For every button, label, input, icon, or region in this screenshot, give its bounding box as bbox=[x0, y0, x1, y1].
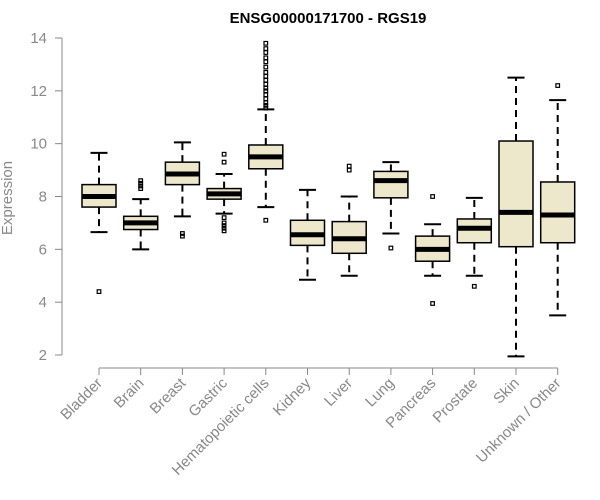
x-tick-label: Bladder bbox=[57, 375, 106, 424]
y-axis: 2 4 6 8 10 12 14 bbox=[30, 30, 63, 364]
outlier-point bbox=[471, 283, 477, 289]
box-breast bbox=[164, 141, 201, 239]
outlier-point bbox=[221, 225, 227, 231]
box-body bbox=[373, 170, 409, 199]
outlier-point bbox=[263, 100, 269, 106]
outlier-point bbox=[221, 223, 227, 228]
outlier-point bbox=[263, 40, 269, 46]
outlier-point bbox=[138, 180, 144, 186]
outlier-point bbox=[346, 167, 352, 173]
outlier-point bbox=[263, 64, 269, 70]
box-gastric bbox=[206, 151, 242, 234]
y-tick-label: 2 bbox=[39, 347, 47, 364]
outlier-point bbox=[96, 289, 102, 294]
y-tick-label: 14 bbox=[30, 30, 47, 47]
box-body bbox=[498, 140, 534, 248]
y-tick-label: 12 bbox=[30, 83, 47, 100]
outlier-point bbox=[221, 159, 227, 165]
box-brain bbox=[122, 178, 159, 251]
outlier-point bbox=[263, 73, 269, 79]
x-tick-label: Brain bbox=[111, 375, 148, 412]
outlier-point bbox=[221, 215, 227, 221]
outlier-point bbox=[221, 151, 227, 157]
outlier-point bbox=[138, 183, 144, 189]
box-body bbox=[539, 181, 576, 244]
chart-title: ENSG00000171700 - RGS19 bbox=[230, 10, 427, 27]
box-body bbox=[456, 218, 493, 244]
outlier-point bbox=[430, 194, 435, 199]
y-tick-label: 6 bbox=[39, 241, 47, 258]
y-tick-label: 8 bbox=[39, 189, 47, 206]
outlier-point bbox=[180, 233, 185, 239]
outlier-point bbox=[263, 46, 269, 51]
box-liver bbox=[331, 163, 367, 277]
outlier-point bbox=[555, 83, 561, 88]
plot-area bbox=[81, 40, 576, 358]
outlier-point bbox=[138, 178, 144, 184]
outlier-point bbox=[263, 92, 269, 98]
x-tick-label: Kidney bbox=[270, 374, 315, 419]
box-skin bbox=[498, 76, 534, 358]
x-tick-label: Breast bbox=[147, 374, 190, 417]
x-tick-label: Skin bbox=[490, 375, 523, 408]
outlier-point bbox=[263, 96, 269, 102]
box-hematopoietic-cells bbox=[248, 40, 284, 223]
outlier-point bbox=[263, 105, 269, 111]
outlier-point bbox=[346, 163, 352, 169]
x-tick-label: Prostate bbox=[430, 375, 482, 427]
box-kidney bbox=[289, 188, 326, 281]
outlier-point bbox=[388, 245, 394, 251]
outlier-point bbox=[263, 69, 269, 75]
outlier-point bbox=[263, 81, 269, 87]
outlier-point bbox=[430, 301, 435, 306]
outlier-point bbox=[263, 217, 269, 223]
box-pancreas bbox=[414, 194, 451, 306]
y-tick-label: 4 bbox=[39, 294, 47, 311]
box-prostate bbox=[456, 196, 493, 289]
outlier-point bbox=[263, 77, 269, 83]
outlier-point bbox=[138, 186, 144, 191]
outlier-point bbox=[263, 88, 269, 94]
outlier-point bbox=[263, 59, 269, 65]
outlier-point bbox=[263, 55, 269, 61]
box-lung bbox=[373, 161, 409, 251]
box-unknown-other bbox=[539, 83, 576, 317]
x-tick-label: Liver bbox=[321, 375, 356, 410]
outlier-point bbox=[221, 228, 227, 234]
outlier-point bbox=[263, 85, 269, 91]
outlier-point bbox=[263, 102, 269, 108]
y-axis-label: Expression bbox=[0, 161, 16, 235]
outlier-point bbox=[180, 231, 185, 236]
box-bladder bbox=[81, 151, 117, 294]
y-tick-label: 10 bbox=[30, 136, 47, 153]
outlier-point bbox=[221, 220, 227, 226]
outlier-point bbox=[263, 50, 269, 55]
x-tick-label: Lung bbox=[362, 375, 398, 411]
